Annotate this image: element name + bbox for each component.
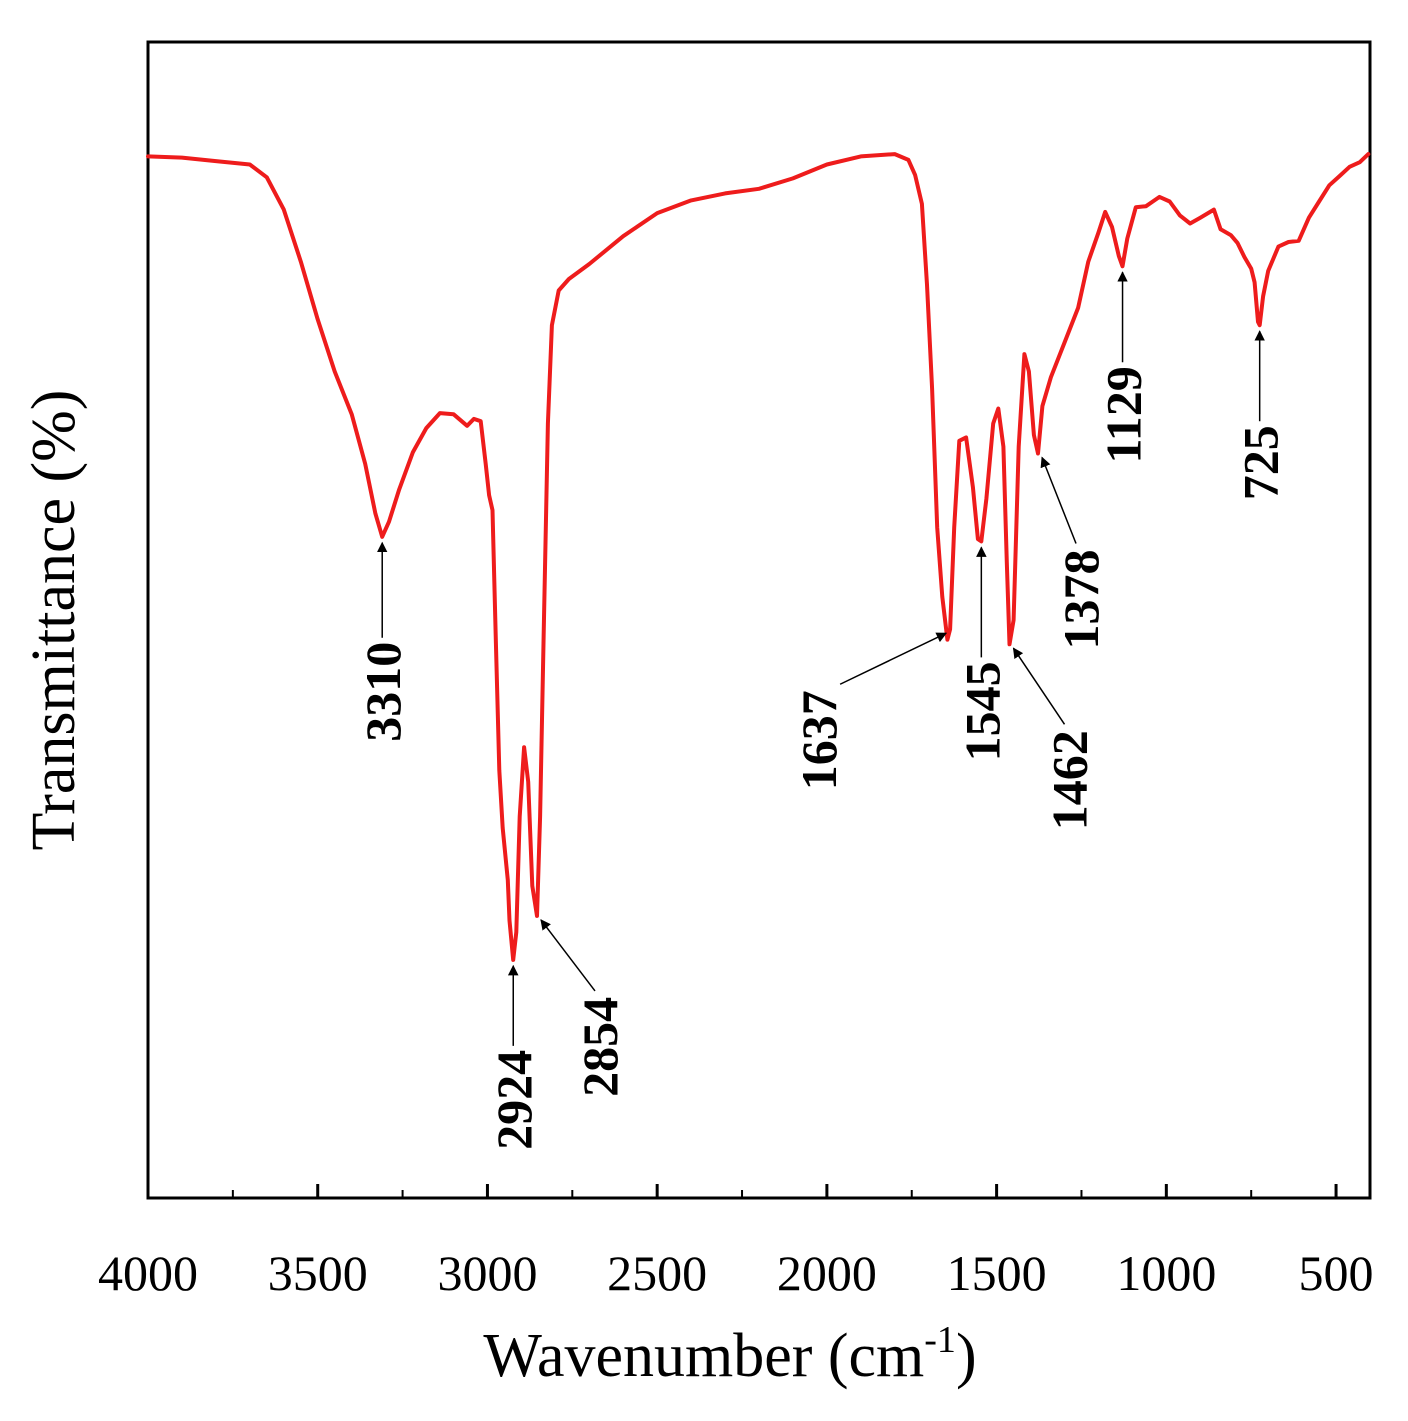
peak-label-1462: 1462 (1042, 730, 1098, 830)
x-tick-label: 500 (1299, 1245, 1374, 1301)
plot-frame (146, 40, 1372, 1200)
peak-arrow-1637 (839, 632, 948, 685)
peak-arrow-1462 (1012, 647, 1066, 725)
x-axis-title-close: ) (956, 1322, 977, 1390)
peak-arrow-2854 (540, 919, 596, 992)
x-axis-ticks (146, 1184, 1338, 1198)
peak-label-2854: 2854 (572, 997, 628, 1097)
x-tick-label: 2000 (777, 1245, 877, 1301)
x-axis-title-superscript: -1 (924, 1319, 956, 1361)
y-axis-title: Transmittance (%) (20, 390, 88, 851)
peak-label-725: 725 (1233, 425, 1289, 500)
x-tick-label: 2500 (607, 1245, 707, 1301)
x-tick-label: 3000 (437, 1245, 537, 1301)
x-tick-label: 1500 (947, 1245, 1047, 1301)
peak-label-3310: 3310 (355, 642, 411, 742)
peak-label-1378: 1378 (1053, 550, 1109, 650)
x-axis-title: Wavenumber (cm-1) (483, 1319, 976, 1390)
x-tick-label: 1000 (1116, 1245, 1216, 1301)
peak-label-1637: 1637 (791, 690, 847, 790)
x-axis-title-text: Wavenumber (cm (483, 1322, 924, 1390)
peak-annotations: 3310 2924 2854 1637 1545 1462 1378 1129 725 (355, 271, 1289, 1150)
peak-label-1129: 1129 (1096, 366, 1152, 463)
peak-label-1545: 1545 (954, 661, 1010, 761)
peak-arrow-1378 (1040, 456, 1077, 544)
x-axis-tick-labels: 4000 3500 3000 2500 2000 1500 1000 500 (98, 1245, 1374, 1301)
x-tick-label: 3500 (268, 1245, 368, 1301)
peak-label-2924: 2924 (486, 1050, 542, 1150)
x-tick-label: 4000 (98, 1245, 198, 1301)
spectrum-line (146, 152, 1371, 962)
